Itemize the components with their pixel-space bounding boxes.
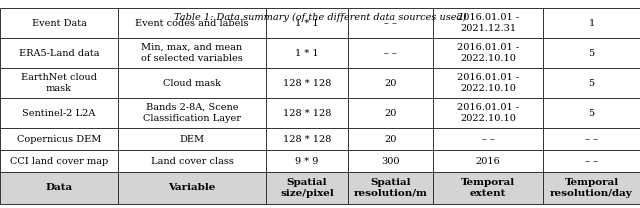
Bar [0, 172, 118, 204]
Bar [0, 98, 118, 128]
Bar [266, 68, 348, 98]
Text: 128 * 128: 128 * 128 [283, 78, 331, 88]
Bar [266, 38, 348, 68]
Bar [118, 128, 266, 150]
Text: 5: 5 [588, 48, 595, 57]
Bar [543, 150, 640, 172]
Bar [0, 68, 118, 98]
Text: Temporal
extent: Temporal extent [461, 178, 515, 198]
Bar [433, 172, 543, 204]
Text: Event codes and labels: Event codes and labels [135, 19, 249, 27]
Bar [433, 150, 543, 172]
Text: Sentinel-2 L2A: Sentinel-2 L2A [22, 109, 96, 118]
Text: 2016.01.01 -
2021.12.31: 2016.01.01 - 2021.12.31 [457, 13, 519, 33]
Text: Temporal
resolution/day: Temporal resolution/day [550, 178, 633, 198]
Text: 128 * 128: 128 * 128 [283, 109, 331, 118]
Text: – –: – – [384, 19, 397, 27]
Text: 2016.01.01 -
2022.10.10: 2016.01.01 - 2022.10.10 [457, 73, 519, 93]
Bar [433, 8, 543, 38]
Text: Cloud mask: Cloud mask [163, 78, 221, 88]
Text: 2016.01.01 -
2022.10.10: 2016.01.01 - 2022.10.10 [457, 43, 519, 63]
Bar [348, 8, 433, 38]
Bar [433, 128, 543, 150]
Bar [266, 98, 348, 128]
Text: Event Data: Event Data [31, 19, 86, 27]
Text: DEM: DEM [179, 135, 205, 144]
Bar [266, 8, 348, 38]
Bar [433, 38, 543, 68]
Text: 5: 5 [588, 109, 595, 118]
Bar [543, 8, 640, 38]
Bar [118, 172, 266, 204]
Bar [543, 172, 640, 204]
Text: CCI land cover map: CCI land cover map [10, 156, 108, 166]
Text: Spatial
resolution/m: Spatial resolution/m [353, 178, 428, 198]
Text: Bands 2-8A, Scene
Classification Layer: Bands 2-8A, Scene Classification Layer [143, 103, 241, 123]
Bar [348, 150, 433, 172]
Text: 2016.01.01 -
2022.10.10: 2016.01.01 - 2022.10.10 [457, 103, 519, 123]
Bar [348, 68, 433, 98]
Text: Data: Data [45, 183, 72, 192]
Text: – –: – – [481, 135, 495, 144]
Bar [118, 98, 266, 128]
Bar [348, 128, 433, 150]
Text: Spatial
size/pixel: Spatial size/pixel [280, 178, 334, 198]
Bar [543, 38, 640, 68]
Text: – –: – – [585, 135, 598, 144]
Text: Table 1: Data summary (of the different data sources used): Table 1: Data summary (of the different … [173, 13, 467, 22]
Bar [543, 128, 640, 150]
Text: Min, max, and mean
of selected variables: Min, max, and mean of selected variables [141, 43, 243, 63]
Bar [348, 98, 433, 128]
Text: 20: 20 [384, 135, 397, 144]
Text: 2016: 2016 [476, 156, 500, 166]
Text: 300: 300 [381, 156, 400, 166]
Text: 9 * 9: 9 * 9 [295, 156, 319, 166]
Text: Copernicus DEM: Copernicus DEM [17, 135, 101, 144]
Text: ERA5-Land data: ERA5-Land data [19, 48, 99, 57]
Text: 5: 5 [588, 78, 595, 88]
Bar [543, 98, 640, 128]
Text: 1 * 1: 1 * 1 [295, 19, 319, 27]
Text: – –: – – [585, 156, 598, 166]
Bar [266, 172, 348, 204]
Bar [118, 150, 266, 172]
Text: Land cover class: Land cover class [150, 156, 234, 166]
Bar [0, 38, 118, 68]
Text: Variable: Variable [168, 183, 216, 192]
Bar [266, 128, 348, 150]
Text: 20: 20 [384, 109, 397, 118]
Text: – –: – – [384, 48, 397, 57]
Text: 1: 1 [588, 19, 595, 27]
Bar [543, 68, 640, 98]
Bar [118, 8, 266, 38]
Bar [118, 38, 266, 68]
Bar [0, 128, 118, 150]
Bar [348, 172, 433, 204]
Bar [348, 38, 433, 68]
Bar [433, 98, 543, 128]
Text: 128 * 128: 128 * 128 [283, 135, 331, 144]
Bar [118, 68, 266, 98]
Bar [0, 150, 118, 172]
Text: EarthNet cloud
mask: EarthNet cloud mask [21, 73, 97, 93]
Bar [266, 150, 348, 172]
Bar [0, 8, 118, 38]
Bar [433, 68, 543, 98]
Text: 20: 20 [384, 78, 397, 88]
Text: 1 * 1: 1 * 1 [295, 48, 319, 57]
